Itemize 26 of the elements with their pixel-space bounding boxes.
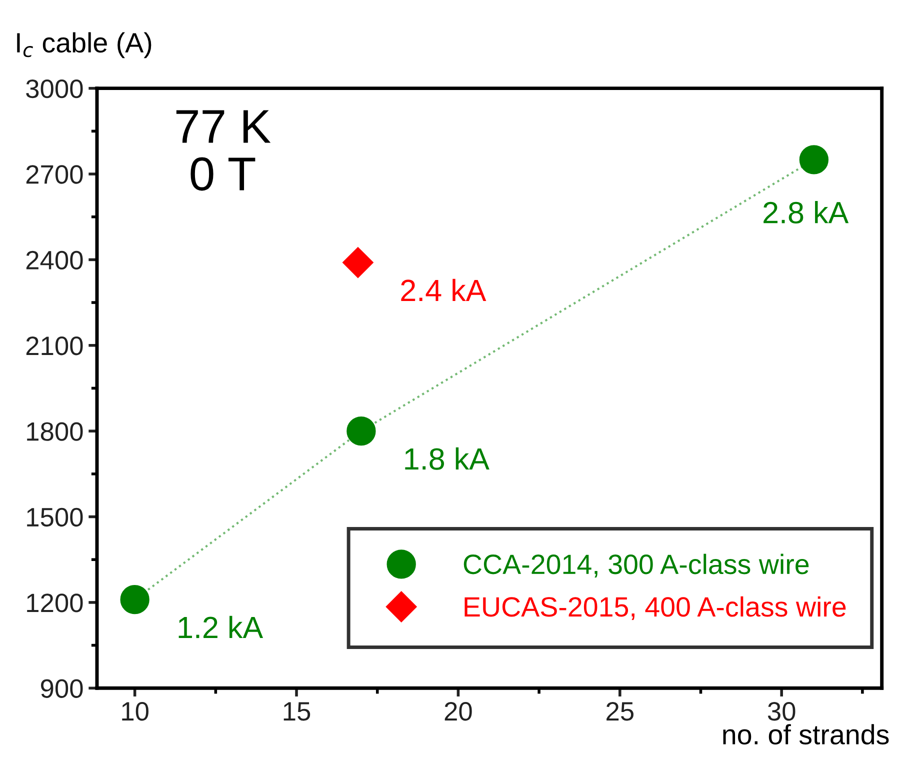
x-tick-label: 20 xyxy=(444,702,472,721)
y-tick-label: 2100 xyxy=(26,336,83,356)
y-tick-label: 2700 xyxy=(26,165,83,184)
annotation: 2.4 kA xyxy=(401,278,486,302)
point xyxy=(342,247,374,278)
legend-label: CCA-2014, 300 A-class wire xyxy=(464,554,809,578)
annotation: 77 K 0 T xyxy=(176,110,271,191)
y-tick-label: 3000 xyxy=(26,79,83,98)
annotation: 1.8 kA xyxy=(405,447,490,470)
x-tick-label: 15 xyxy=(284,702,310,721)
annotation: 2.8 kA xyxy=(764,201,849,224)
y-tick-label: 1800 xyxy=(27,422,83,441)
y-tick-label: 1500 xyxy=(27,508,83,527)
point xyxy=(799,145,829,174)
x-tick-label: 30 xyxy=(768,702,796,721)
x-tick-label: 25 xyxy=(606,702,634,721)
legend-label: EUCAS-2015, 400 A-class wire xyxy=(464,596,846,620)
x-axis-title: no. of strands xyxy=(723,724,889,745)
x-tick-label: 10 xyxy=(122,702,148,721)
point xyxy=(120,585,150,614)
y-tick-label: 900 xyxy=(41,679,83,698)
y-tick-label: 2400 xyxy=(26,250,83,270)
y-axis-title: I$_{c}$ cable (A) xyxy=(17,32,152,58)
annotation: 1.2 kA xyxy=(178,616,264,638)
y-tick-label: 1200 xyxy=(27,594,83,612)
point xyxy=(346,416,376,446)
